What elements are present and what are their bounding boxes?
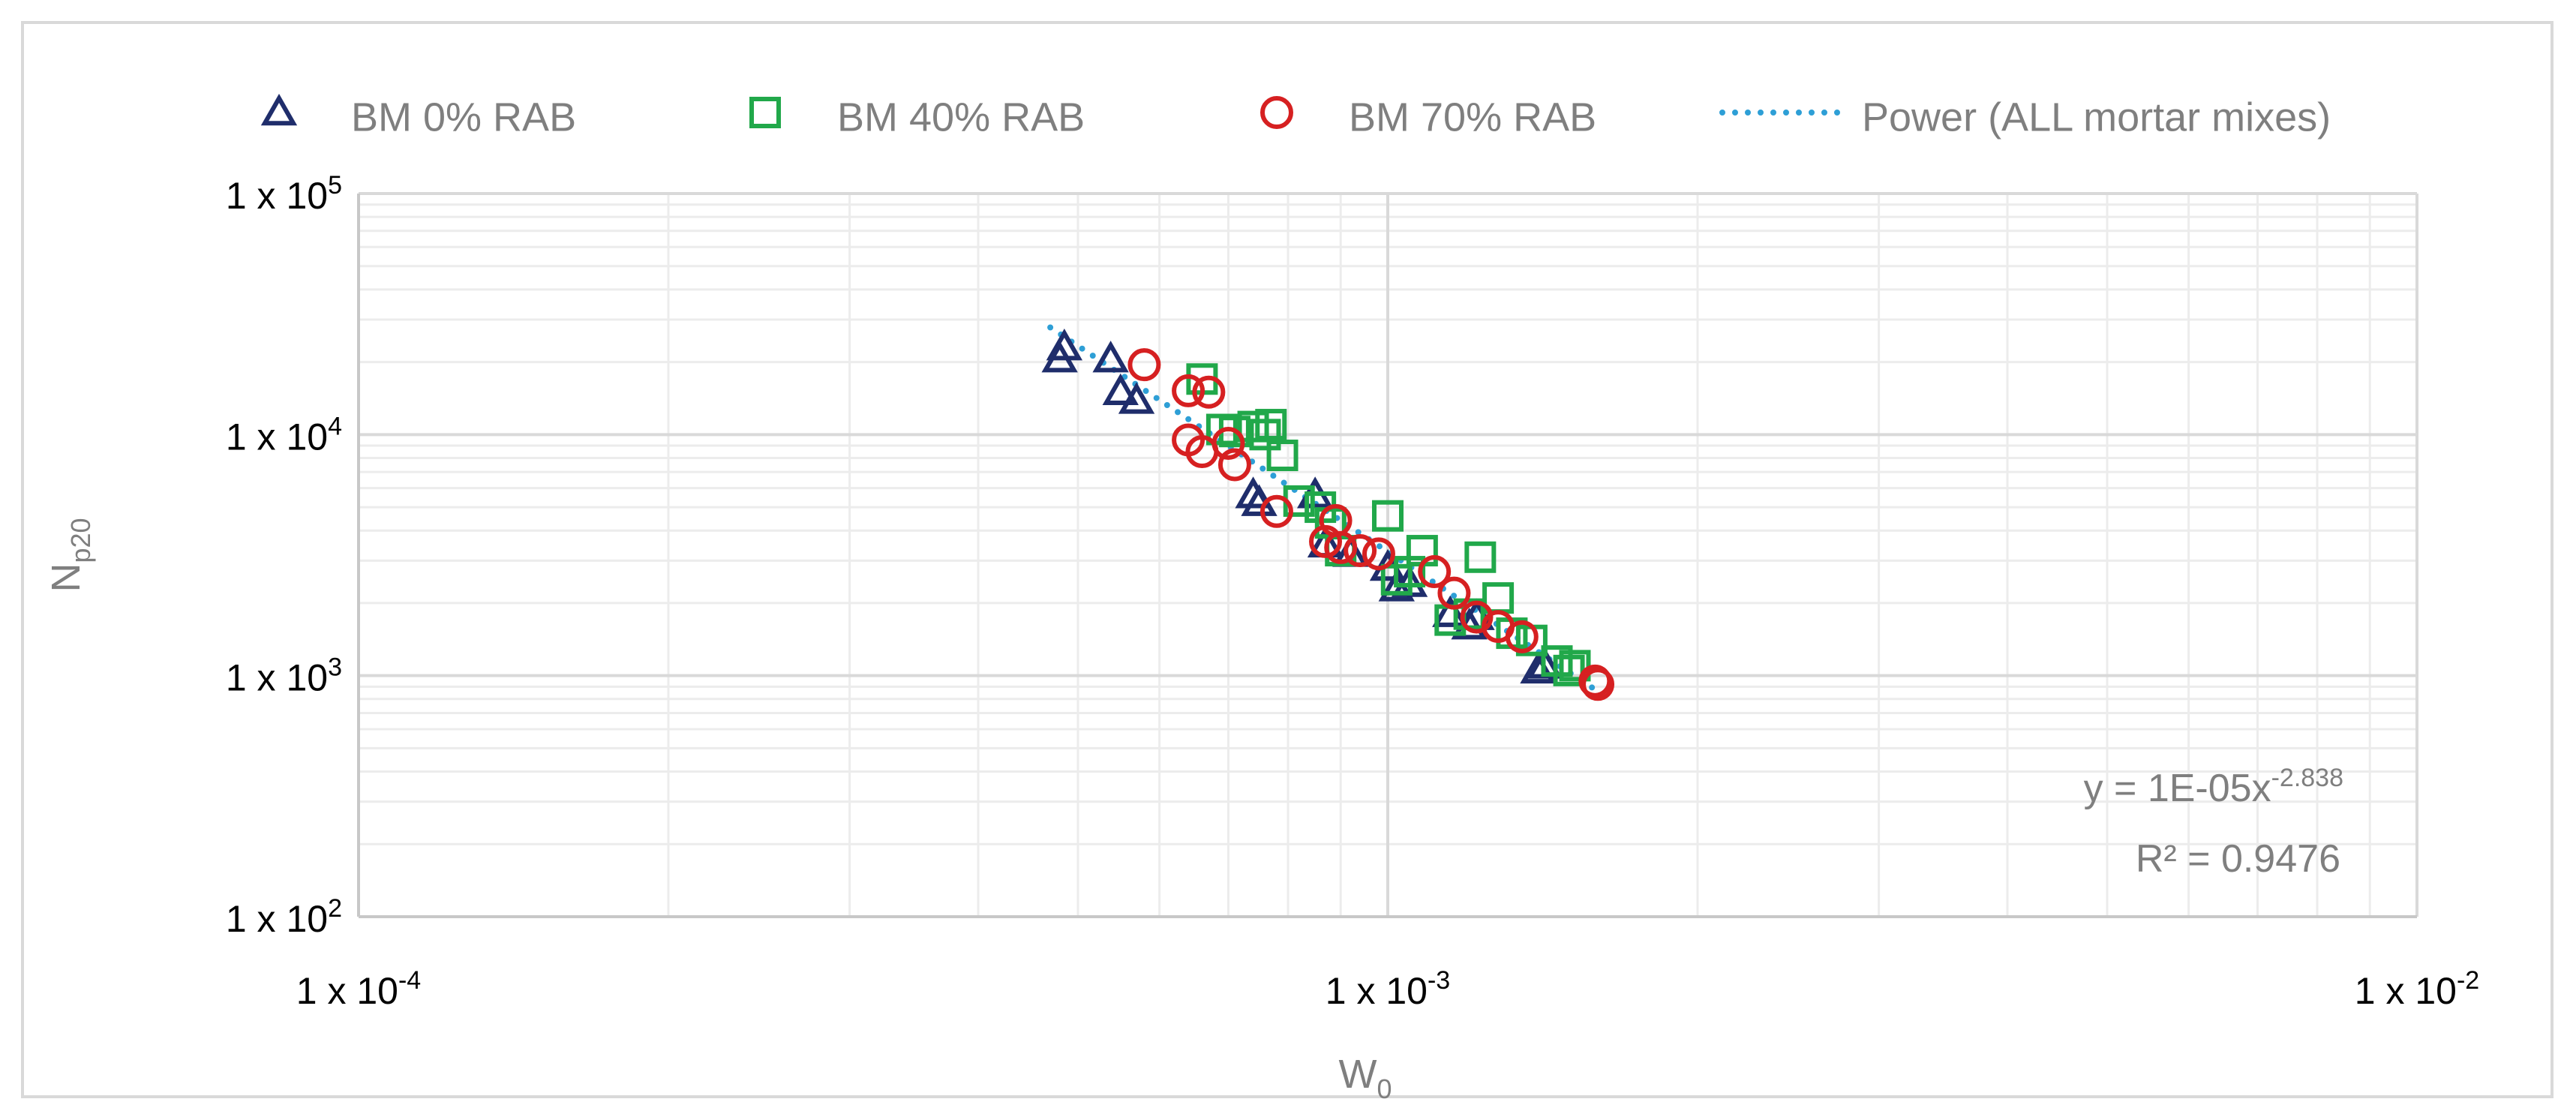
square-data-point — [1266, 440, 1299, 472]
circle-data-point — [1344, 534, 1377, 568]
square-data-point — [1464, 541, 1497, 573]
y-tick-exponent: 3 — [328, 653, 342, 682]
circle-data-point — [1127, 348, 1161, 382]
circle-data-point — [1437, 576, 1471, 610]
triangle-data-point — [1041, 341, 1078, 373]
y-tick-label: 1 x 102 — [226, 894, 342, 940]
circle-data-point — [1578, 664, 1612, 698]
grid — [357, 192, 2418, 918]
y-tick-label: 1 x 104 — [226, 412, 342, 458]
x-axis-title-main: W — [1339, 1052, 1377, 1097]
circle-data-point — [1172, 374, 1205, 407]
x-tick-base: 1 x 10 — [2355, 970, 2457, 1012]
legend-triangle-icon — [260, 93, 298, 126]
y-tick-base: 1 x 10 — [226, 898, 328, 940]
y-tick-exponent: 5 — [328, 171, 342, 200]
legend: BM 0% RAB BM 40% RAB BM 70% RAB Power (A… — [260, 93, 2331, 140]
legend-label: BM 40% RAB — [837, 95, 1085, 140]
circle-data-point — [1362, 537, 1395, 571]
y-axis-title: Np20 — [44, 518, 96, 592]
y-tick-base: 1 x 10 — [226, 657, 328, 699]
x-tick-label: 1 x 10-3 — [1326, 966, 1450, 1012]
equation-prefix: y = 1E-05x — [2084, 767, 2271, 810]
circle-data-point — [1460, 600, 1494, 634]
circle-data-point — [1217, 448, 1251, 482]
series-circle — [1127, 348, 1615, 701]
legend-item-bm-40: BM 40% RAB — [749, 95, 1085, 140]
r-squared-label: R² = 0.9476 — [2136, 837, 2340, 881]
x-tick-label: 1 x 10-4 — [296, 966, 421, 1012]
trendline-equation: y = 1E-05x-2.838 — [2084, 764, 2343, 810]
y-axis-title-sub: p20 — [65, 518, 96, 563]
x-tick-exponent: -2 — [2457, 966, 2479, 995]
x-tick-base: 1 x 10 — [1326, 970, 1428, 1012]
square-data-point — [1559, 650, 1591, 682]
y-tick-exponent: 2 — [328, 894, 342, 923]
legend-label: BM 70% RAB — [1349, 95, 1596, 140]
legend-item-bm-70: BM 70% RAB — [1260, 95, 1596, 140]
legend-label: BM 0% RAB — [351, 95, 576, 140]
x-axis-title-sub: 0 — [1377, 1073, 1392, 1104]
circle-data-point — [1581, 668, 1615, 701]
circle-data-point — [1259, 494, 1293, 528]
triangle-data-point — [1092, 341, 1129, 373]
circle-data-point — [1324, 530, 1358, 564]
circle-data-point — [1211, 426, 1245, 460]
legend-circle-icon — [1260, 96, 1293, 129]
y-tick-base: 1 x 10 — [226, 175, 328, 217]
square-data-point — [1249, 419, 1281, 451]
x-tick-exponent: -4 — [398, 966, 421, 995]
x-tick-exponent: -3 — [1428, 966, 1450, 995]
legend-square-icon — [749, 97, 781, 128]
circle-data-point — [1418, 555, 1452, 589]
x-tick-base: 1 x 10 — [296, 970, 398, 1012]
square-data-point — [1255, 409, 1287, 441]
x-tick-label: 1 x 10-2 — [2355, 966, 2479, 1012]
y-tick-exponent: 4 — [328, 412, 342, 440]
axes — [357, 194, 2417, 918]
triangle-data-point — [1102, 373, 1139, 405]
equation-exponent: -2.838 — [2271, 764, 2343, 792]
x-axis-title: W0 — [1339, 1052, 1392, 1104]
legend-item-power-trendline: Power (ALL mortar mixes) — [1719, 95, 2331, 140]
y-tick-base: 1 x 10 — [226, 416, 328, 458]
circle-data-point — [1309, 524, 1343, 558]
square-data-point — [1372, 500, 1404, 532]
circle-data-point — [1505, 620, 1539, 653]
legend-item-bm-0: BM 0% RAB — [260, 93, 576, 140]
y-tick-label: 1 x 103 — [226, 653, 342, 699]
y-axis-title-main: N — [44, 563, 89, 593]
circle-data-point — [1192, 375, 1226, 409]
y-tick-label: 1 x 105 — [226, 171, 342, 217]
legend-label: Power (ALL mortar mixes) — [1862, 95, 2331, 140]
triangle-data-point — [1118, 382, 1155, 414]
data-points — [1041, 329, 1615, 701]
